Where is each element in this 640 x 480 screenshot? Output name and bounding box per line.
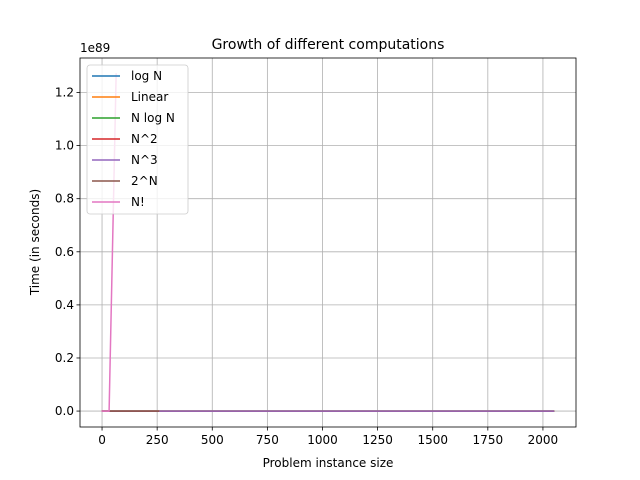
- y-tick-label: 0.6: [55, 245, 74, 259]
- y-tick-label: 0.2: [55, 351, 74, 365]
- legend-label-linear: Linear: [131, 90, 168, 104]
- y-offset-text: 1e89: [80, 41, 110, 55]
- y-tick-label: 1.0: [55, 139, 74, 153]
- x-tick-label: 500: [201, 433, 224, 447]
- y-axis-label: Time (in seconds): [28, 189, 42, 296]
- data-series: [101, 73, 555, 412]
- plot-frame: [79, 57, 577, 428]
- legend-label-log-n: log N: [131, 69, 162, 83]
- y-tick-label: 0.4: [55, 298, 74, 312]
- legend-label-n-log-n: N log N: [131, 111, 175, 125]
- x-tick-label: 2000: [528, 433, 559, 447]
- x-axis-label: Problem instance size: [263, 456, 394, 470]
- legend-box: [86, 64, 189, 215]
- y-tick-label: 1.2: [55, 86, 74, 100]
- legend-label-2-n: 2^N: [131, 174, 158, 188]
- legend: log N Linear N log N N^2 N^3 2^N N!: [86, 64, 189, 215]
- legend-label-n: N!: [131, 195, 145, 209]
- legend-label-n-2: N^2: [131, 132, 158, 146]
- chart-title: Growth of different computations: [212, 37, 445, 53]
- x-tick-label: 1000: [307, 433, 338, 447]
- y-tick-label: 0.8: [55, 192, 74, 206]
- x-tick-label: 1750: [473, 433, 504, 447]
- legend-label-n-3: N^3: [131, 153, 158, 167]
- x-tick-label: 1250: [362, 433, 393, 447]
- x-tick-label: 250: [146, 433, 169, 447]
- x-tick-label: 750: [256, 433, 279, 447]
- x-tick-label: 0: [98, 433, 106, 447]
- x-tick-label: 1500: [417, 433, 448, 447]
- axis-ticks: 0 250 500 750 1000 1250 1500 1750 2000 0.0 0.2 0.4 0…: [55, 86, 558, 447]
- y-tick-label: 0.0: [55, 404, 74, 418]
